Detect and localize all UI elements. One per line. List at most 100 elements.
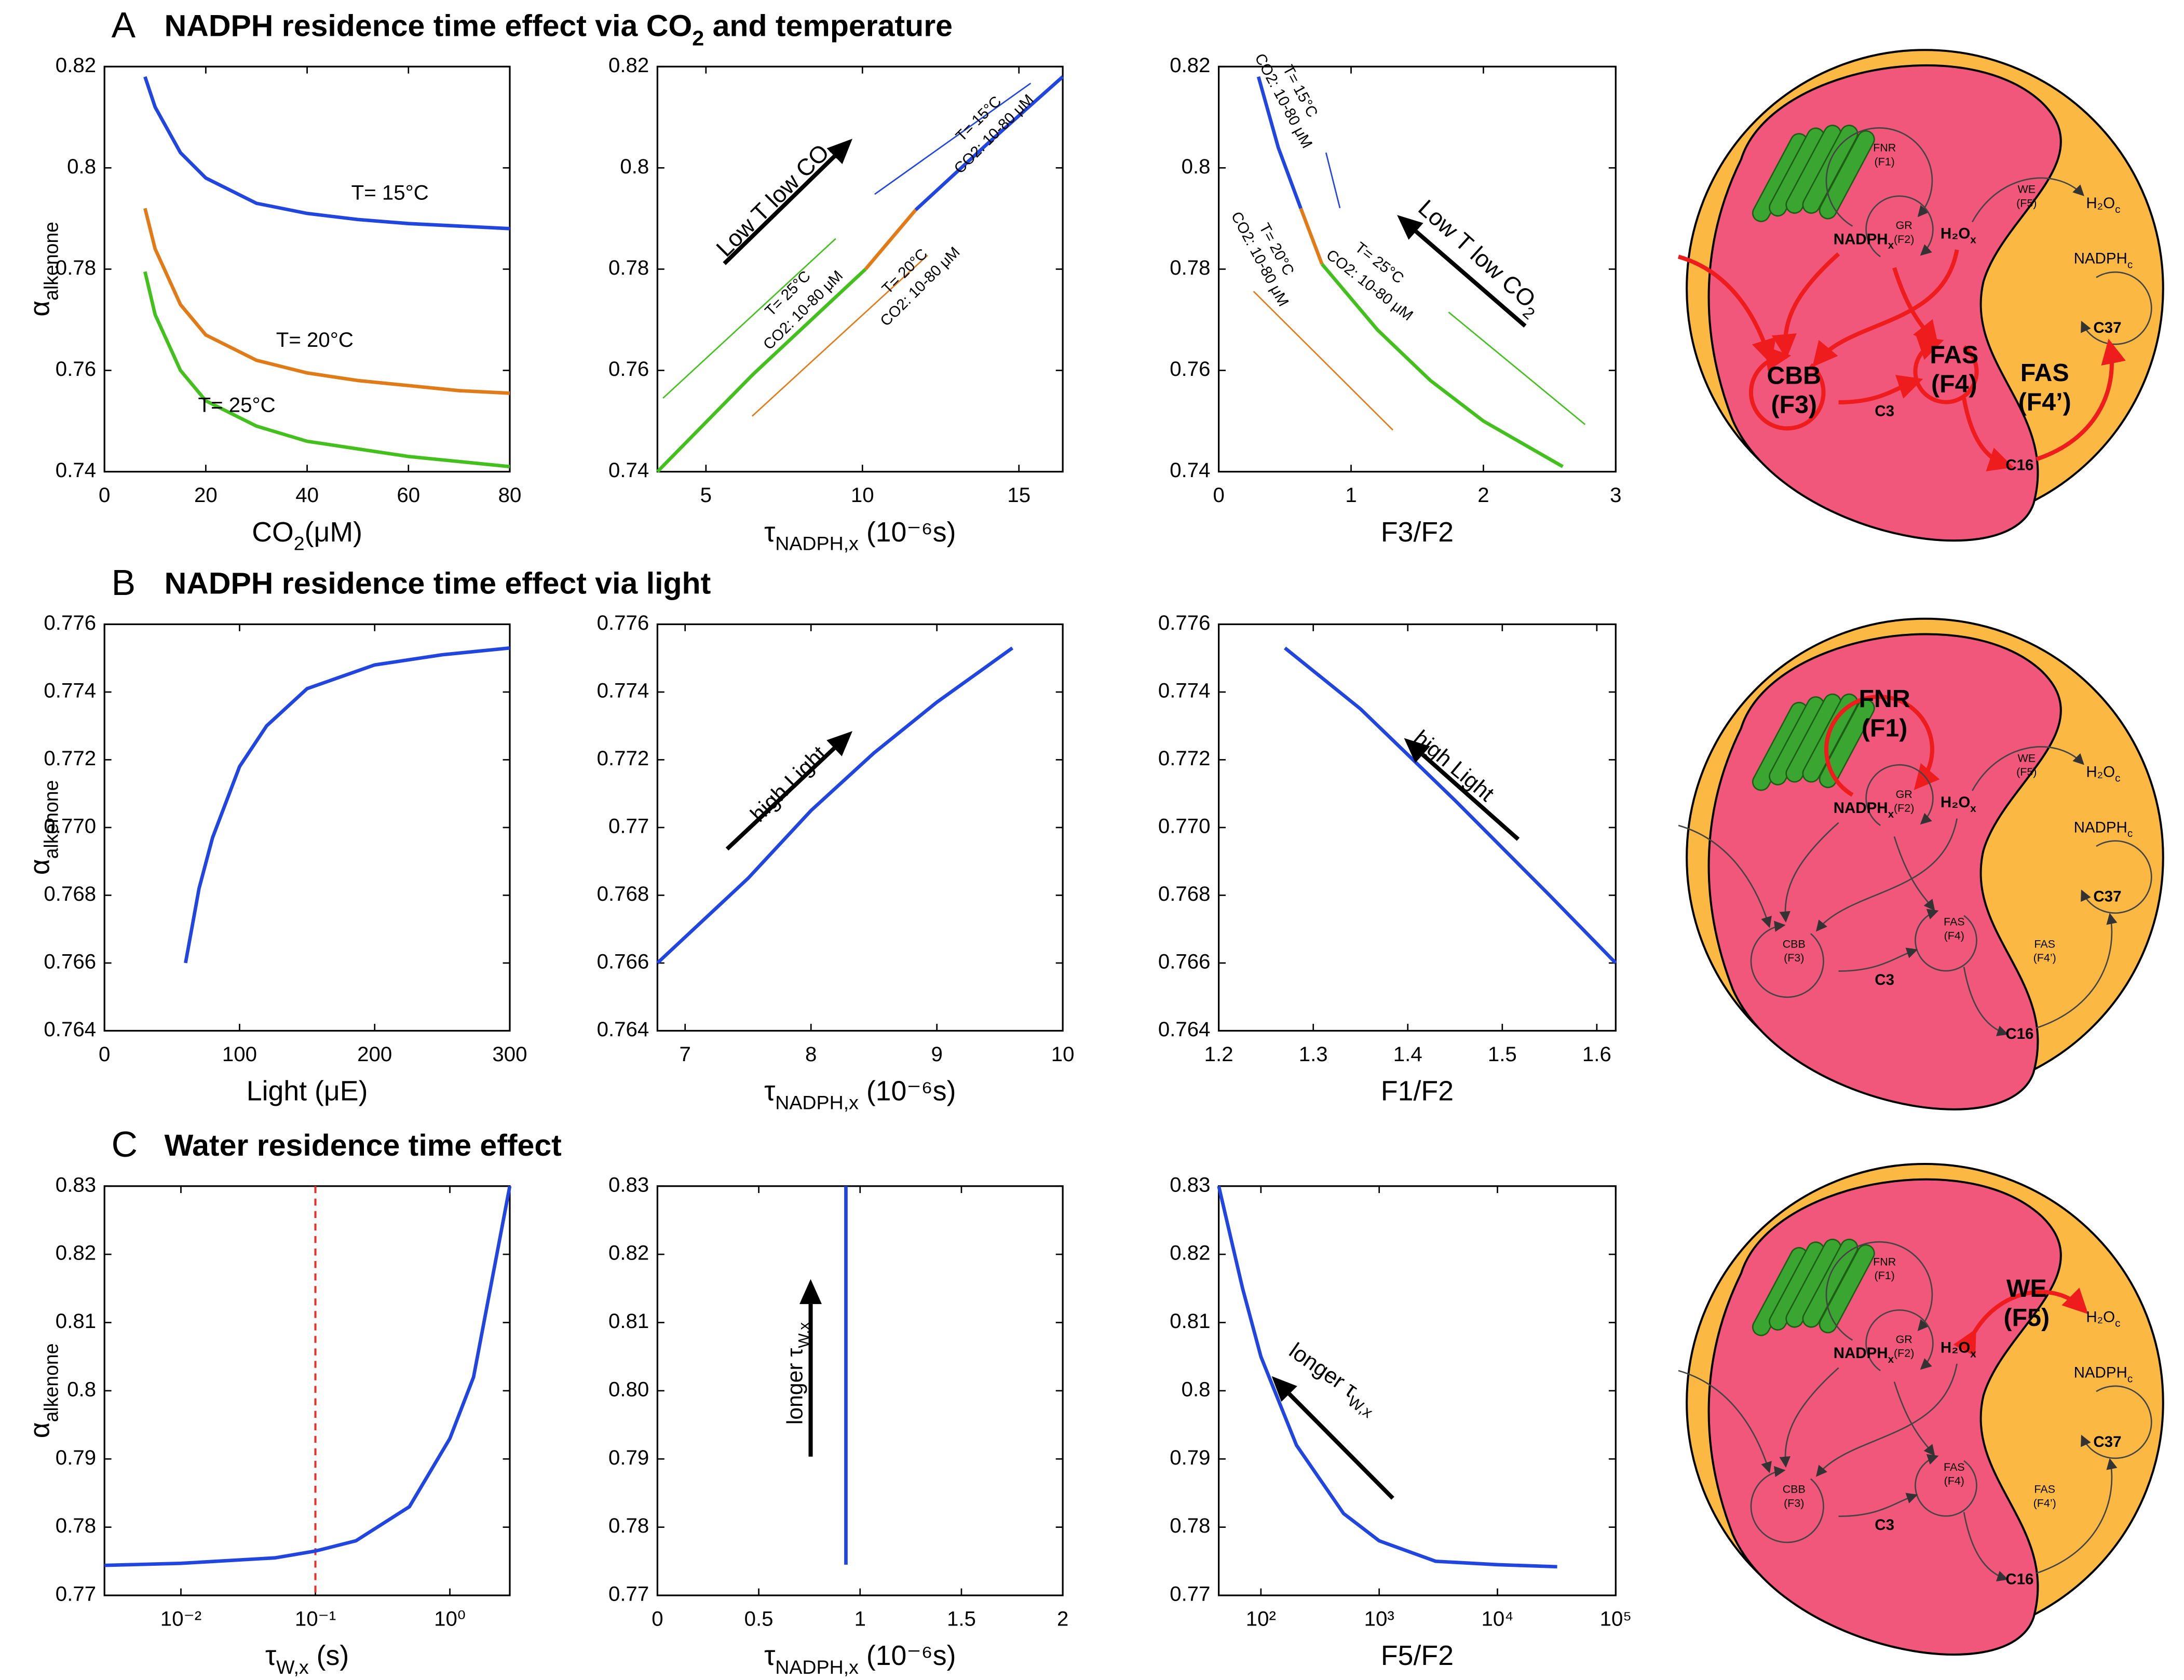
diagram-label-part: c [2115, 772, 2120, 784]
x-tick-label: 10⁻² [160, 1607, 201, 1631]
diagram-label-part: H₂O [2086, 1308, 2115, 1325]
y-tick-label: 0.770 [1158, 815, 1211, 838]
plot-frame [103, 623, 511, 1032]
annotation: high Light [746, 741, 832, 827]
y-tick-label: 0.83 [608, 1173, 649, 1196]
annotation-part: high Light [1408, 726, 1499, 807]
y-tick-label: 0.78 [608, 256, 649, 279]
diagram-label: GR [1896, 219, 1912, 232]
series-label: T= 15°C [351, 181, 429, 205]
x-axis-label: CO2(μM) [252, 517, 362, 554]
c3-fas [1838, 375, 1923, 404]
diagram-label: FAS [2034, 1483, 2055, 1496]
panel-label: A [112, 5, 136, 45]
x-axis-label-part: 2 [294, 533, 305, 554]
annotation-part: longer τ [783, 1348, 808, 1425]
diagram-label: C3 [1875, 1516, 1894, 1534]
x-axis-label: Light (μE) [247, 1076, 368, 1107]
x-tick-label: 2 [1057, 1607, 1068, 1631]
cell-diagram: FNR(F1)GR(F2)WE(F5)CBB(F3)FAS(F4)FAS(F4’… [1678, 1162, 2164, 1656]
x-axis-label-part: NADPH,x [775, 533, 859, 554]
arrow-head [826, 731, 853, 756]
x-axis-label-part: Light (μE) [247, 1076, 368, 1107]
cbb-cycle [1750, 920, 1824, 998]
panel-label: C [112, 1124, 138, 1164]
diagram-label: C37 [2093, 1433, 2121, 1451]
cbb-cycle [1749, 346, 1826, 431]
x-tick-label: 0 [99, 1042, 110, 1066]
diagram-label: (F5) [2004, 1304, 2050, 1332]
data-line [1283, 646, 1617, 965]
gr-fas [1893, 1381, 1935, 1456]
y-axis-label: αalkenone [25, 1344, 62, 1439]
data-line [104, 1186, 512, 1567]
bracket-line [874, 83, 1032, 195]
nadph-cbb [1779, 822, 1839, 923]
y-axis-label-part: α [25, 1422, 56, 1438]
y-tick-label: 0.776 [1158, 611, 1211, 634]
diagram-label: C16 [2005, 457, 2033, 474]
diagram-label: WE [2018, 183, 2036, 196]
gr-fas [1893, 836, 1935, 911]
y-tick-label: 0.79 [56, 1446, 96, 1469]
c16-ext [1678, 1370, 1772, 1473]
c16-ext [1678, 824, 1772, 928]
diagram-label-part: x [1970, 1348, 1976, 1360]
x-axis-label-part: NADPH,x [775, 1092, 859, 1114]
nadphc-cycle [2081, 840, 2152, 914]
fas-c16 [1963, 967, 2009, 1036]
annotation: Low T low CO2 [1409, 195, 1548, 323]
x-tick-label: 1.5 [1488, 1042, 1517, 1066]
bracket-line [751, 254, 928, 417]
fnr-cycle [1825, 1241, 1933, 1341]
y-tick-label: 0.78 [1170, 256, 1210, 279]
x-axis-label-part: τ [764, 1641, 775, 1671]
diagram-label: H₂Ox [1941, 225, 1976, 246]
diagram-label-part: c [2127, 828, 2133, 839]
y-tick-label: 0.770 [44, 815, 96, 838]
y-tick-label: 0.768 [1158, 882, 1211, 905]
annotation: high Light [1408, 726, 1499, 807]
arrow-head [799, 1279, 822, 1304]
x-tick-label: 5 [700, 483, 712, 507]
x-tick-label: 1.5 [947, 1607, 976, 1631]
c16-c37 [2036, 913, 2118, 1029]
x-tick-label: 1.3 [1299, 1042, 1328, 1066]
x-axis-label: τNADPH,x (10⁻⁶s) [764, 517, 956, 554]
data-line [1320, 263, 1564, 468]
data-line [914, 75, 1064, 211]
arrow-shaft [725, 747, 836, 851]
y-tick-label: 0.77 [608, 1582, 649, 1606]
diagram-label: H₂Ox [1941, 1339, 1976, 1360]
y-tick-label: 0.768 [597, 882, 649, 905]
fnr-cycle [1825, 127, 1933, 227]
y-tick-label: 0.8 [67, 155, 96, 178]
h2o-cbb [1815, 1363, 1958, 1477]
c16-c37 [2036, 1458, 2118, 1574]
x-tick-label: 7 [680, 1042, 691, 1066]
y-tick-label: 0.76 [608, 357, 649, 381]
x-tick-label: 0 [652, 1607, 663, 1631]
y-tick-label: 0.764 [597, 1018, 649, 1041]
annotation-part: Low T low CO [1413, 195, 1541, 313]
we-flux [1972, 746, 2084, 791]
plot-frame [656, 1185, 1064, 1596]
annotation-part: high Light [746, 741, 832, 827]
series-label: T= 20°C [276, 328, 354, 351]
y-tick-label: 0.766 [597, 950, 649, 973]
diagram-label: (F5) [2016, 766, 2037, 778]
fas-cycle [1915, 909, 1977, 972]
y-axis-label-part: alkenone [40, 1344, 62, 1422]
diagram-label: FNR [1873, 1255, 1896, 1268]
annotation: longer τW,x [783, 1322, 813, 1425]
we-flux [1972, 177, 2084, 223]
x-tick-label: 300 [492, 1042, 527, 1066]
x-axis-label-part: F5/F2 [1381, 1641, 1454, 1671]
fas-cycle [1915, 1454, 1977, 1517]
arrow-shaft [1287, 1392, 1394, 1500]
diagram-label: C37 [2093, 888, 2121, 905]
x-axis-label-part: τ [265, 1641, 276, 1671]
y-axis-label-part: α [25, 301, 56, 317]
data-line [1299, 208, 1324, 265]
panel-label: B [112, 562, 136, 603]
